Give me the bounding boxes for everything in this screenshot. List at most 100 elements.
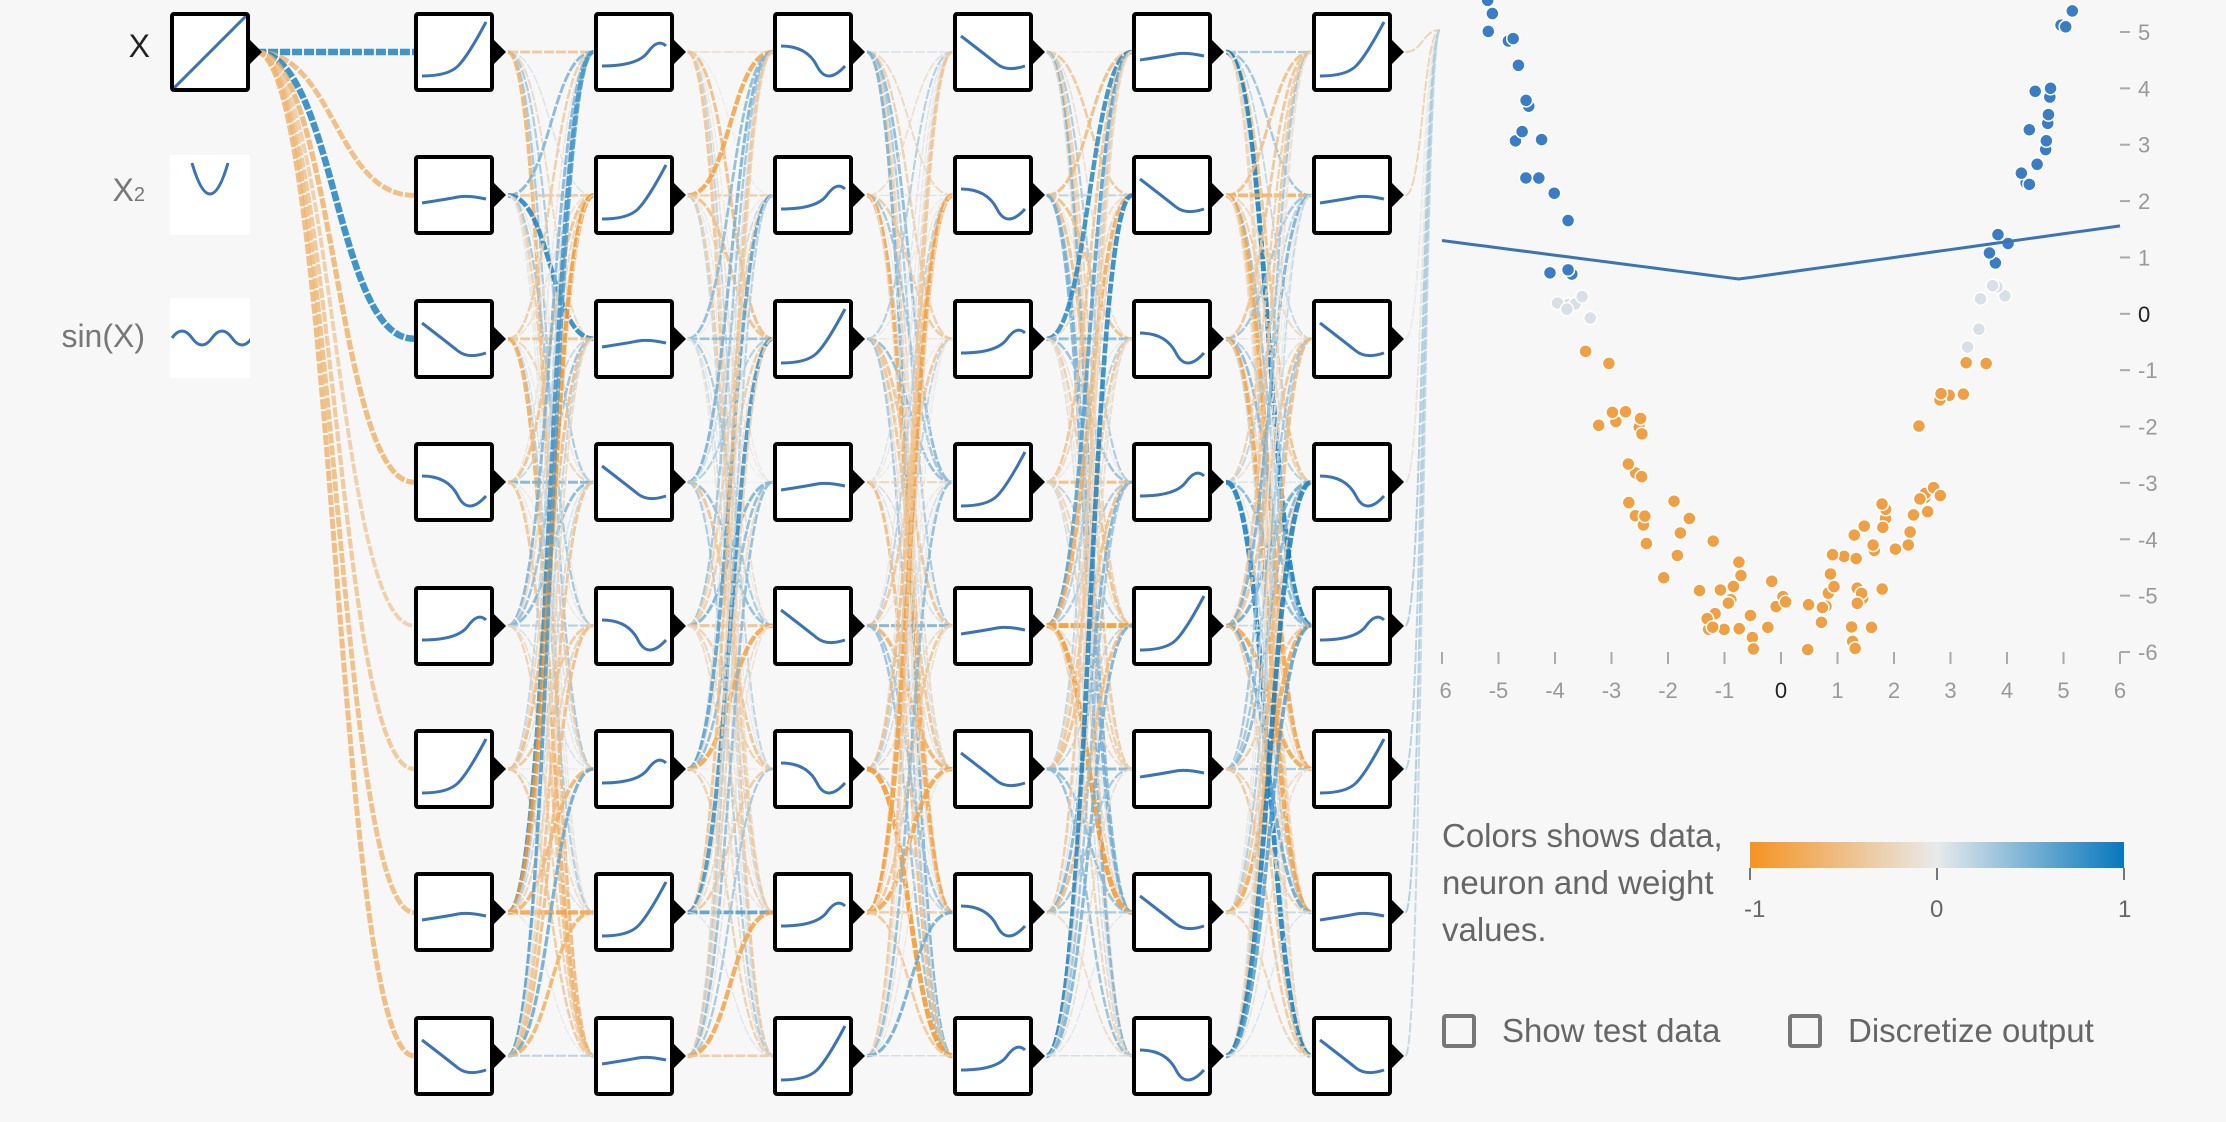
neuron-L4-7[interactable]: [952, 872, 1045, 953]
neuron-L1-1[interactable]: [414, 12, 506, 92]
checkbox-box[interactable]: [1442, 1014, 1476, 1048]
neuron-L4-6[interactable]: [952, 729, 1045, 809]
neuron-L3-4[interactable]: [773, 442, 865, 523]
neuron-L6-4[interactable]: [1311, 442, 1404, 523]
neuron-L6-8[interactable]: [1311, 1015, 1404, 1096]
neuron-L5-8[interactable]: [1132, 1015, 1224, 1096]
weight-link: [1225, 50, 1312, 771]
data-point: [1778, 594, 1793, 610]
weight-link: [687, 337, 774, 1057]
neuron-activation-plot: [1319, 615, 1385, 642]
neuron-L3-2[interactable]: [773, 155, 865, 236]
neuron-L5-1[interactable]: [1132, 12, 1224, 92]
neuron-L2-3[interactable]: [593, 298, 686, 379]
data-point: [1800, 642, 1815, 657]
neuron-L4-2[interactable]: [952, 155, 1045, 236]
data-point: [1670, 548, 1685, 563]
neuron-L4-5[interactable]: [952, 585, 1045, 666]
neuron-L4-1[interactable]: [952, 12, 1045, 92]
neuron-L3-6[interactable]: [773, 729, 865, 809]
discretize-output-label: Discretize output: [1848, 1012, 2094, 1049]
neuron-L2-6[interactable]: [593, 729, 686, 809]
neuron-L4-4[interactable]: [952, 442, 1045, 523]
neuron-L1-5[interactable]: [414, 585, 506, 666]
node-output-arrow: [1391, 326, 1404, 351]
weight-link: [1046, 194, 1133, 483]
color-scale: [1749, 842, 2125, 880]
node-output-arrow: [853, 183, 865, 208]
neuron-activation-plot: [780, 482, 846, 492]
neuron-L3-7[interactable]: [773, 872, 865, 953]
neuron-L3-3[interactable]: [773, 298, 865, 379]
neuron-L1-3[interactable]: [414, 298, 506, 379]
feature-x-node[interactable]: [170, 12, 262, 92]
node-output-arrow: [1032, 613, 1045, 638]
neuron-L5-6[interactable]: [1132, 729, 1224, 809]
weight-link: [1225, 623, 1313, 915]
weight-link: [686, 50, 774, 484]
neuron-L2-1[interactable]: [593, 12, 686, 92]
data-point: [1560, 213, 1576, 228]
neuron-L2-8[interactable]: [593, 1015, 686, 1096]
node-output-arrow: [494, 613, 506, 638]
node-output-arrow: [853, 757, 865, 781]
data-point: [1743, 608, 1758, 623]
neuron-L3-8[interactable]: [773, 1015, 865, 1096]
neuron-L4-3[interactable]: [952, 298, 1045, 379]
weight-link: [507, 481, 594, 770]
neuron-L1-4[interactable]: [414, 442, 506, 523]
neuron-L1-8[interactable]: [414, 1015, 506, 1096]
neuron-activation-plot: [421, 912, 487, 922]
data-point: [1901, 537, 1916, 553]
neuron-L6-5[interactable]: [1311, 585, 1404, 666]
neuron-L2-5[interactable]: [593, 585, 686, 666]
discretize-output-checkbox[interactable]: Discretize output: [1788, 1012, 2094, 1050]
data-point: [1801, 597, 1816, 612]
neuron-L5-7[interactable]: [1132, 872, 1224, 953]
neuron-L1-2[interactable]: [414, 155, 506, 236]
show-test-data-checkbox[interactable]: Show test data: [1442, 1012, 1720, 1050]
node-output-arrow: [1212, 183, 1224, 208]
feature-x-squared-node[interactable]: [170, 155, 250, 235]
feature-sinx-node[interactable]: [170, 298, 254, 378]
weight-link: [1046, 51, 1133, 340]
neuron-L6-1[interactable]: [1311, 12, 1404, 92]
y-tick-label: 2: [2138, 189, 2150, 214]
neuron-L2-4[interactable]: [593, 442, 686, 523]
y-tick-label: 4: [2138, 76, 2150, 101]
weight-link: [1045, 624, 1133, 1058]
neuron-L3-5[interactable]: [773, 585, 865, 666]
data-point: [1875, 520, 1891, 535]
data-point: [2058, 19, 2073, 35]
neuron-L5-3[interactable]: [1132, 298, 1224, 379]
neuron-L5-2[interactable]: [1132, 155, 1224, 236]
node-output-arrow: [673, 326, 686, 351]
weight-link: [507, 51, 594, 483]
neuron-activation-plot: [780, 608, 846, 644]
neuron-activation-plot: [959, 751, 1025, 788]
weight-link: [687, 50, 774, 341]
neuron-L6-3[interactable]: [1311, 298, 1404, 379]
neuron-L5-5[interactable]: [1132, 585, 1224, 666]
checkbox-box[interactable]: [1788, 1014, 1822, 1048]
weight-link: [1046, 50, 1133, 197]
node-output-arrow: [673, 40, 686, 64]
neuron-L1-7[interactable]: [414, 872, 506, 953]
weight-link: [687, 767, 774, 1057]
neuron-L6-2[interactable]: [1311, 155, 1404, 236]
neuron-L1-6[interactable]: [414, 729, 506, 809]
weight-link: [866, 194, 953, 1057]
neuron-L2-7[interactable]: [593, 872, 686, 953]
neuron-L5-4[interactable]: [1132, 442, 1224, 523]
weight-link: [866, 624, 953, 1057]
neuron-activation-plot: [1139, 51, 1205, 62]
data-point: [1997, 288, 2013, 304]
neuron-L6-7[interactable]: [1311, 872, 1404, 953]
neuron-L3-1[interactable]: [773, 12, 865, 92]
neuron-activation-plot: [1318, 1038, 1384, 1074]
neuron-L2-2[interactable]: [593, 155, 686, 236]
neuron-L6-6[interactable]: [1311, 729, 1404, 809]
data-point: [1906, 507, 1921, 523]
neuron-L4-8[interactable]: [952, 1015, 1045, 1096]
x-tick-label: -6: [1440, 678, 1452, 703]
